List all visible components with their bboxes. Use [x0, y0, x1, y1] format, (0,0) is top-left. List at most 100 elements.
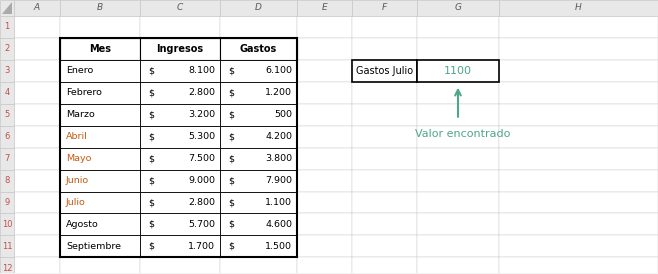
- Bar: [0, 60, 14, 82]
- Text: 1.200: 1.200: [265, 88, 292, 97]
- Bar: [14, 104, 60, 126]
- Text: $: $: [228, 66, 234, 75]
- Bar: [60, 38, 140, 60]
- Bar: [220, 126, 297, 148]
- Bar: [0, 38, 14, 60]
- Bar: [417, 192, 499, 213]
- Bar: [14, 16, 60, 38]
- Bar: [220, 213, 297, 235]
- Bar: [14, 82, 60, 104]
- Text: 5.700: 5.700: [188, 220, 215, 229]
- Text: 1.700: 1.700: [188, 242, 215, 251]
- Bar: [499, 192, 658, 213]
- Text: F: F: [382, 4, 387, 13]
- Bar: [499, 148, 658, 170]
- Bar: [140, 213, 220, 235]
- Text: $: $: [228, 88, 234, 97]
- Bar: [417, 213, 499, 235]
- Bar: [14, 192, 60, 213]
- Bar: [417, 235, 499, 257]
- Text: Abril: Abril: [66, 132, 88, 141]
- Bar: [499, 38, 658, 60]
- Text: E: E: [322, 4, 328, 13]
- Bar: [499, 235, 658, 257]
- Text: 1.500: 1.500: [265, 242, 292, 251]
- Text: Mes: Mes: [89, 44, 111, 54]
- Text: $: $: [148, 154, 154, 163]
- Bar: [60, 60, 140, 82]
- Text: 5: 5: [5, 110, 10, 119]
- Bar: [0, 0, 14, 16]
- Text: 12: 12: [2, 264, 13, 273]
- Text: H: H: [575, 4, 582, 13]
- Bar: [0, 257, 14, 274]
- Text: 1.100: 1.100: [265, 198, 292, 207]
- Bar: [417, 148, 499, 170]
- Text: 1100: 1100: [444, 66, 472, 76]
- Text: 3: 3: [5, 66, 10, 75]
- Polygon shape: [2, 2, 12, 14]
- Bar: [60, 126, 140, 148]
- Bar: [60, 16, 140, 38]
- Bar: [352, 213, 417, 235]
- Bar: [499, 0, 658, 16]
- Bar: [352, 235, 417, 257]
- Bar: [140, 104, 220, 126]
- Text: $: $: [228, 132, 234, 141]
- Text: 9: 9: [5, 198, 10, 207]
- Bar: [220, 104, 297, 126]
- Text: B: B: [97, 4, 103, 13]
- Bar: [60, 170, 140, 192]
- Bar: [297, 257, 352, 274]
- Bar: [60, 213, 140, 235]
- Bar: [14, 60, 60, 82]
- Bar: [297, 104, 352, 126]
- Text: 7: 7: [5, 154, 10, 163]
- Text: 4: 4: [5, 88, 10, 97]
- Bar: [60, 104, 140, 126]
- Text: Mayo: Mayo: [66, 154, 91, 163]
- Bar: [352, 192, 417, 213]
- Bar: [220, 82, 297, 104]
- Bar: [0, 213, 14, 235]
- Bar: [352, 257, 417, 274]
- Bar: [0, 16, 14, 38]
- Bar: [220, 235, 297, 257]
- Text: Junio: Junio: [66, 176, 89, 185]
- Text: 4.600: 4.600: [265, 220, 292, 229]
- Bar: [417, 170, 499, 192]
- Bar: [417, 0, 499, 16]
- Text: Ingresos: Ingresos: [157, 44, 203, 54]
- Bar: [60, 192, 140, 213]
- Text: 2: 2: [5, 44, 10, 53]
- Bar: [140, 82, 220, 104]
- Bar: [60, 82, 140, 104]
- Bar: [417, 60, 499, 82]
- Bar: [0, 192, 14, 213]
- Bar: [220, 148, 297, 170]
- Bar: [499, 104, 658, 126]
- Bar: [60, 104, 140, 126]
- Bar: [140, 213, 220, 235]
- Text: 2.800: 2.800: [188, 198, 215, 207]
- Bar: [60, 148, 140, 170]
- Text: $: $: [148, 198, 154, 207]
- Bar: [352, 126, 417, 148]
- Bar: [297, 192, 352, 213]
- Bar: [417, 126, 499, 148]
- Text: Valor encontrado: Valor encontrado: [415, 129, 511, 139]
- Bar: [499, 16, 658, 38]
- Bar: [220, 38, 297, 60]
- Bar: [220, 38, 297, 60]
- Bar: [220, 192, 297, 213]
- Bar: [499, 60, 658, 82]
- Bar: [14, 257, 60, 274]
- Bar: [220, 148, 297, 170]
- Bar: [220, 60, 297, 82]
- Bar: [352, 16, 417, 38]
- Bar: [352, 104, 417, 126]
- Bar: [297, 126, 352, 148]
- Bar: [297, 148, 352, 170]
- Bar: [499, 257, 658, 274]
- Text: Agosto: Agosto: [66, 220, 99, 229]
